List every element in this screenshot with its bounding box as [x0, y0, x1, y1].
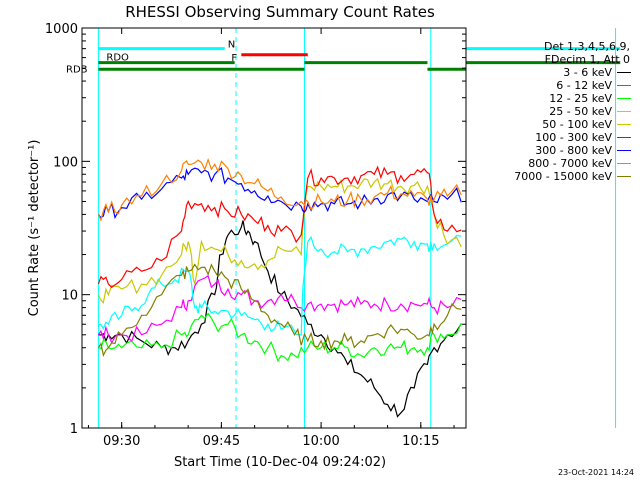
legend-entry: 800 - 7000 keV	[484, 157, 634, 170]
legend-entry-label: 3 - 6 keV	[563, 66, 612, 79]
legend-entry-label: 300 - 800 keV	[535, 144, 612, 157]
x-tick-label-2: 10:00	[302, 434, 339, 449]
flag-n-label: N	[228, 40, 235, 51]
timestamp: 23-Oct-2021 14:24	[558, 468, 634, 477]
x-tick-label-3: 10:15	[402, 434, 439, 449]
flag-rdb-label: RDB	[66, 64, 88, 75]
legend-header-decimation: FDecim 1, Att 0	[544, 53, 630, 66]
legend-swatch	[617, 150, 631, 151]
legend-swatch	[617, 163, 631, 164]
legend-entry-label: 100 - 300 keV	[535, 131, 612, 144]
series-line-8	[97, 263, 462, 358]
legend-entry: 300 - 800 keV	[484, 144, 634, 157]
y-tick-label-3: 1000	[45, 22, 78, 37]
series-line-1	[97, 274, 462, 345]
legend-entry-label: 6 - 12 keV	[556, 79, 612, 92]
legend-swatch	[617, 98, 631, 99]
series-line-2	[98, 312, 462, 363]
series-line-3	[98, 234, 462, 336]
legend-entry-label: 800 - 7000 keV	[528, 157, 612, 170]
flag-rdo-label: RDO	[106, 53, 129, 64]
series-line-7	[97, 157, 462, 222]
legend-swatch	[617, 176, 631, 177]
x-tick-label-1: 09:45	[203, 434, 240, 449]
flag-f-label: F	[231, 53, 237, 64]
y-tick-label-2: 100	[53, 155, 78, 170]
plot-frame	[81, 27, 467, 429]
legend-header-detectors: Det 1,3,4,5,6,9,	[543, 40, 630, 53]
chart-title: RHESSI Observing Summary Count Rates	[125, 3, 435, 21]
x-tick-label-0: 09:30	[103, 434, 140, 449]
spacecraft-flags: NF RDO RDB	[66, 40, 621, 75]
legend-swatch	[617, 124, 631, 125]
series-line-4	[97, 177, 462, 304]
legend-entry-label: 50 - 100 keV	[542, 118, 612, 131]
series-line-0	[98, 220, 462, 418]
y-axis-label: Count Rate (s⁻¹ detector⁻¹)	[27, 140, 42, 317]
legend-swatch	[617, 72, 631, 73]
vertical-markers	[97, 28, 617, 428]
series-lines	[97, 157, 462, 418]
legend: Det 1,3,4,5,6,9, FDecim 1, Att 0 3 - 6 k…	[484, 40, 634, 183]
y-tick-label-0: 1	[70, 422, 78, 437]
legend-swatch	[617, 137, 631, 138]
legend-swatch	[617, 111, 631, 112]
y-tick-label-1: 10	[61, 289, 78, 304]
series-line-5	[97, 165, 462, 289]
legend-entry-label: 25 - 50 keV	[549, 105, 612, 118]
legend-entry-label: 7000 - 15000 keV	[514, 170, 612, 183]
legend-entry-label: 12 - 25 keV	[549, 92, 612, 105]
legend-entry: 7000 - 15000 keV	[484, 170, 634, 183]
legend-entry: 100 - 300 keV	[484, 131, 634, 144]
legend-entry: 12 - 25 keV	[484, 92, 634, 105]
legend-entry: 50 - 100 keV	[484, 118, 634, 131]
legend-entry: 3 - 6 keV	[484, 66, 634, 79]
legend-entry: 25 - 50 keV	[484, 105, 634, 118]
legend-entry: 6 - 12 keV	[484, 79, 634, 92]
legend-swatch	[617, 85, 631, 86]
legend-entries: 3 - 6 keV 6 - 12 keV 12 - 25 keV 25 - 50 ke…	[484, 66, 634, 183]
axes: 09:30 09:45 10:00 10:15 1 10 100 1000	[45, 22, 466, 449]
x-axis-label: Start Time (10-Dec-04 09:24:02)	[174, 455, 386, 470]
